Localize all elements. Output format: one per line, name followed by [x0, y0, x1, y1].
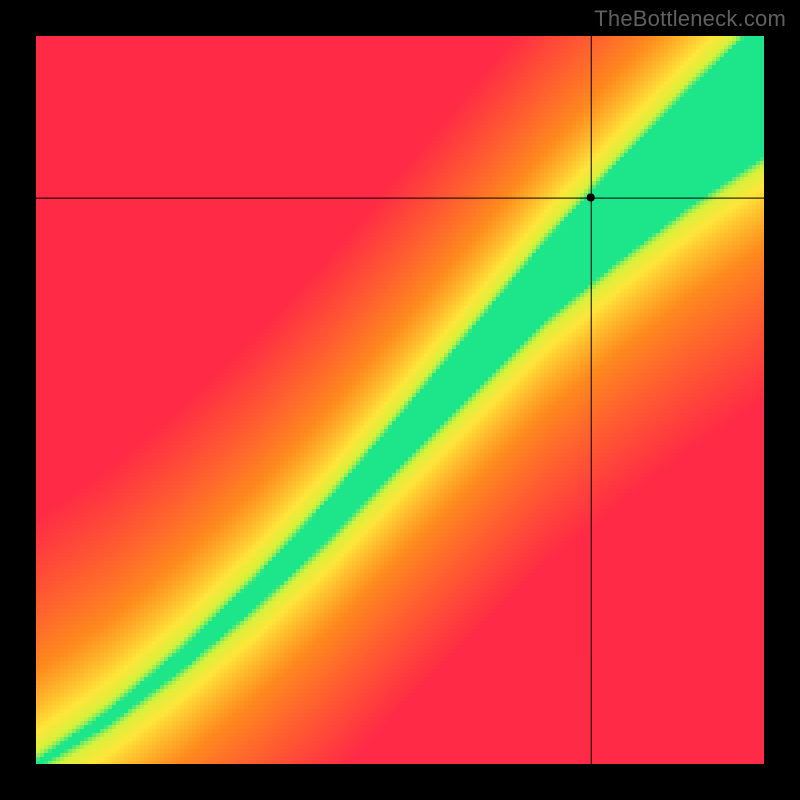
heatmap-canvas [36, 36, 764, 764]
heatmap-plot [36, 36, 764, 764]
watermark-label: TheBottleneck.com [594, 6, 786, 32]
chart-container: TheBottleneck.com [0, 0, 800, 800]
